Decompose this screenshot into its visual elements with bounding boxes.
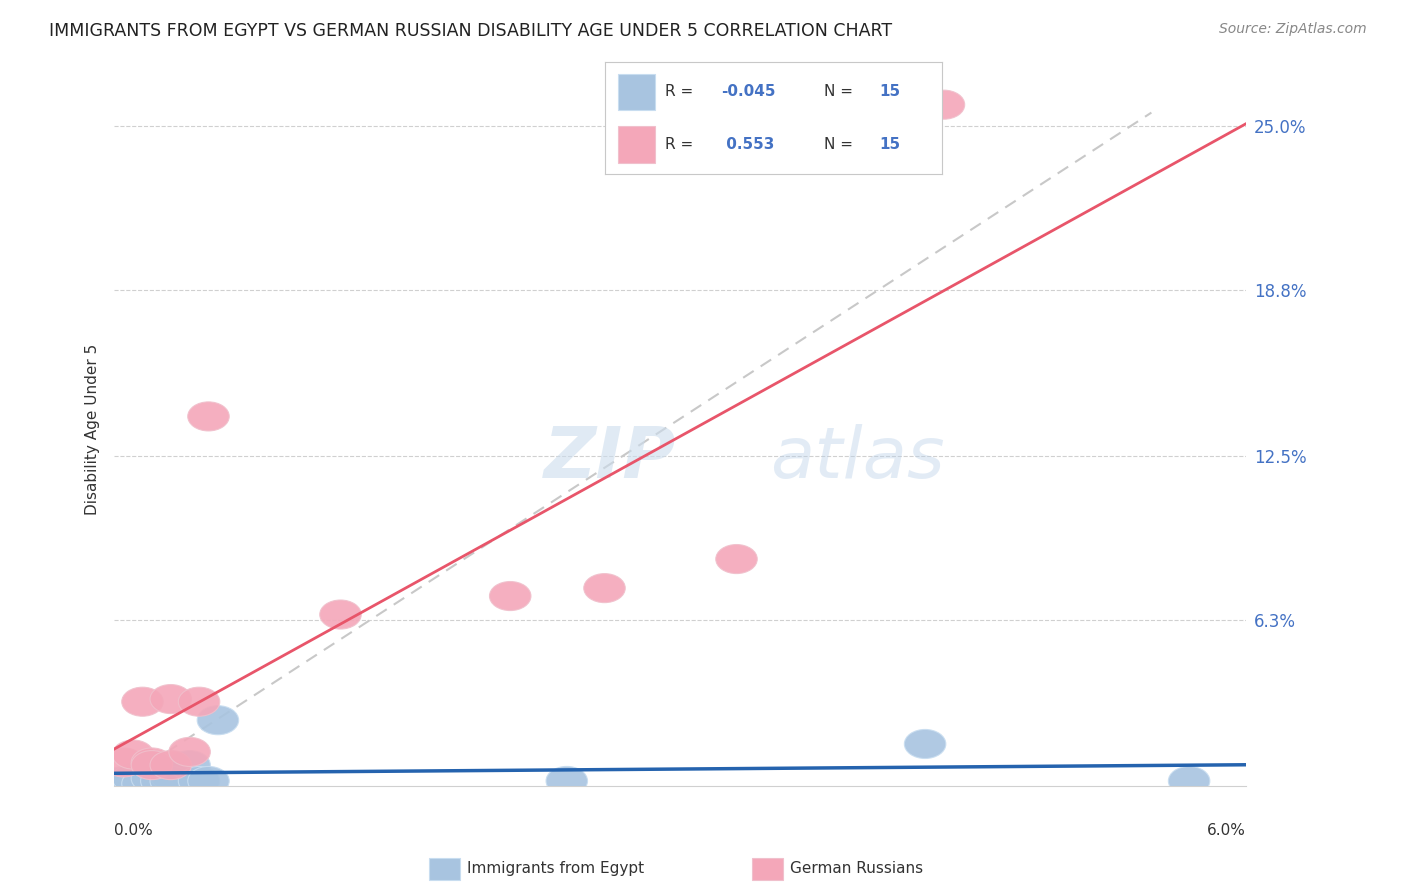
Ellipse shape bbox=[131, 764, 173, 793]
Text: R =: R = bbox=[665, 136, 699, 152]
Text: 0.553: 0.553 bbox=[721, 136, 775, 152]
Ellipse shape bbox=[546, 766, 588, 796]
Ellipse shape bbox=[179, 687, 219, 716]
Ellipse shape bbox=[319, 600, 361, 629]
Ellipse shape bbox=[112, 764, 153, 793]
Ellipse shape bbox=[188, 766, 229, 796]
Text: N =: N = bbox=[824, 85, 858, 100]
Text: 15: 15 bbox=[880, 136, 901, 152]
Text: 15: 15 bbox=[880, 85, 901, 100]
Y-axis label: Disability Age Under 5: Disability Age Under 5 bbox=[86, 344, 100, 516]
Ellipse shape bbox=[583, 574, 626, 603]
FancyBboxPatch shape bbox=[619, 126, 655, 162]
Ellipse shape bbox=[179, 766, 219, 796]
Text: IMMIGRANTS FROM EGYPT VS GERMAN RUSSIAN DISABILITY AGE UNDER 5 CORRELATION CHART: IMMIGRANTS FROM EGYPT VS GERMAN RUSSIAN … bbox=[49, 22, 893, 40]
Text: Immigrants from Egypt: Immigrants from Egypt bbox=[467, 862, 644, 876]
Text: R =: R = bbox=[665, 85, 699, 100]
Ellipse shape bbox=[103, 766, 145, 796]
Ellipse shape bbox=[197, 706, 239, 735]
Ellipse shape bbox=[150, 766, 191, 796]
Ellipse shape bbox=[169, 750, 211, 780]
Ellipse shape bbox=[131, 747, 173, 777]
Ellipse shape bbox=[489, 582, 531, 610]
Ellipse shape bbox=[103, 747, 145, 777]
Text: N =: N = bbox=[824, 136, 858, 152]
Ellipse shape bbox=[122, 769, 163, 798]
Ellipse shape bbox=[131, 750, 173, 780]
Ellipse shape bbox=[131, 750, 173, 780]
Ellipse shape bbox=[716, 544, 758, 574]
Ellipse shape bbox=[141, 766, 183, 796]
Ellipse shape bbox=[1168, 766, 1209, 796]
FancyBboxPatch shape bbox=[619, 73, 655, 111]
Ellipse shape bbox=[924, 90, 965, 120]
Text: -0.045: -0.045 bbox=[721, 85, 776, 100]
Ellipse shape bbox=[150, 761, 191, 790]
Text: atlas: atlas bbox=[770, 424, 945, 492]
Ellipse shape bbox=[150, 684, 191, 714]
Text: 6.0%: 6.0% bbox=[1206, 823, 1246, 838]
Ellipse shape bbox=[122, 687, 163, 716]
Text: Source: ZipAtlas.com: Source: ZipAtlas.com bbox=[1219, 22, 1367, 37]
Ellipse shape bbox=[169, 738, 211, 766]
Text: ZIP: ZIP bbox=[544, 424, 676, 492]
Ellipse shape bbox=[904, 730, 946, 758]
Ellipse shape bbox=[112, 740, 153, 769]
Ellipse shape bbox=[188, 402, 229, 431]
Text: German Russians: German Russians bbox=[790, 862, 924, 876]
Text: 0.0%: 0.0% bbox=[114, 823, 153, 838]
Ellipse shape bbox=[150, 750, 191, 780]
